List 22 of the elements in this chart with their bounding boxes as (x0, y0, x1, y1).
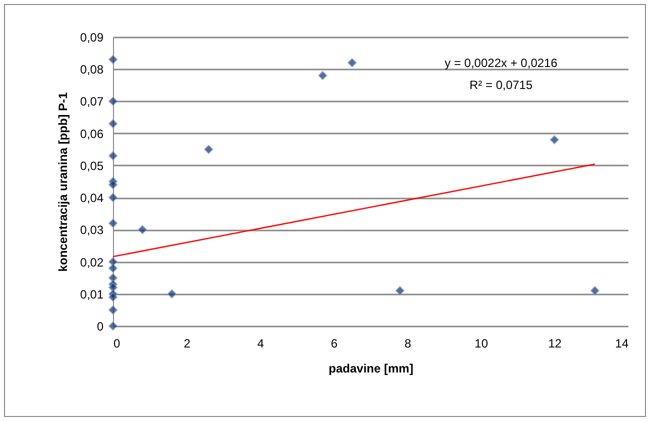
x-tick-label: 2 (184, 336, 191, 350)
annotation: y = 0,0022x + 0,0216 (444, 56, 558, 70)
y-tick-label: 0 (96, 320, 104, 334)
x-tick-label: 6 (330, 336, 338, 350)
x-tick-label: 4 (257, 336, 264, 350)
x-tick-label: 0 (114, 336, 120, 350)
x-tick-label: 8 (404, 336, 412, 350)
y-tick-label: 0,07 (80, 94, 104, 109)
y-tick-label: 0,09 (80, 30, 104, 44)
annotation: R² = 0,0715 (469, 78, 533, 92)
x-tick-label: 14 (615, 336, 629, 350)
y-tick-label: 0,05 (80, 158, 104, 173)
y-axis-title: koncentracija uranina [ppb] P-1 (56, 92, 70, 272)
x-tick-label: 12 (548, 336, 562, 350)
y-tick-label: 0,08 (80, 62, 104, 77)
x-axis-title: padavine [mm] (328, 362, 414, 376)
y-tick-label: 0,04 (80, 191, 104, 206)
x-tick-label: 10 (474, 336, 488, 350)
y-tick-label: 0,01 (80, 287, 104, 302)
y-tick-label: 0,06 (80, 126, 104, 141)
y-tick-label: 0,02 (80, 255, 104, 270)
y-tick-label: 0,03 (80, 223, 104, 238)
